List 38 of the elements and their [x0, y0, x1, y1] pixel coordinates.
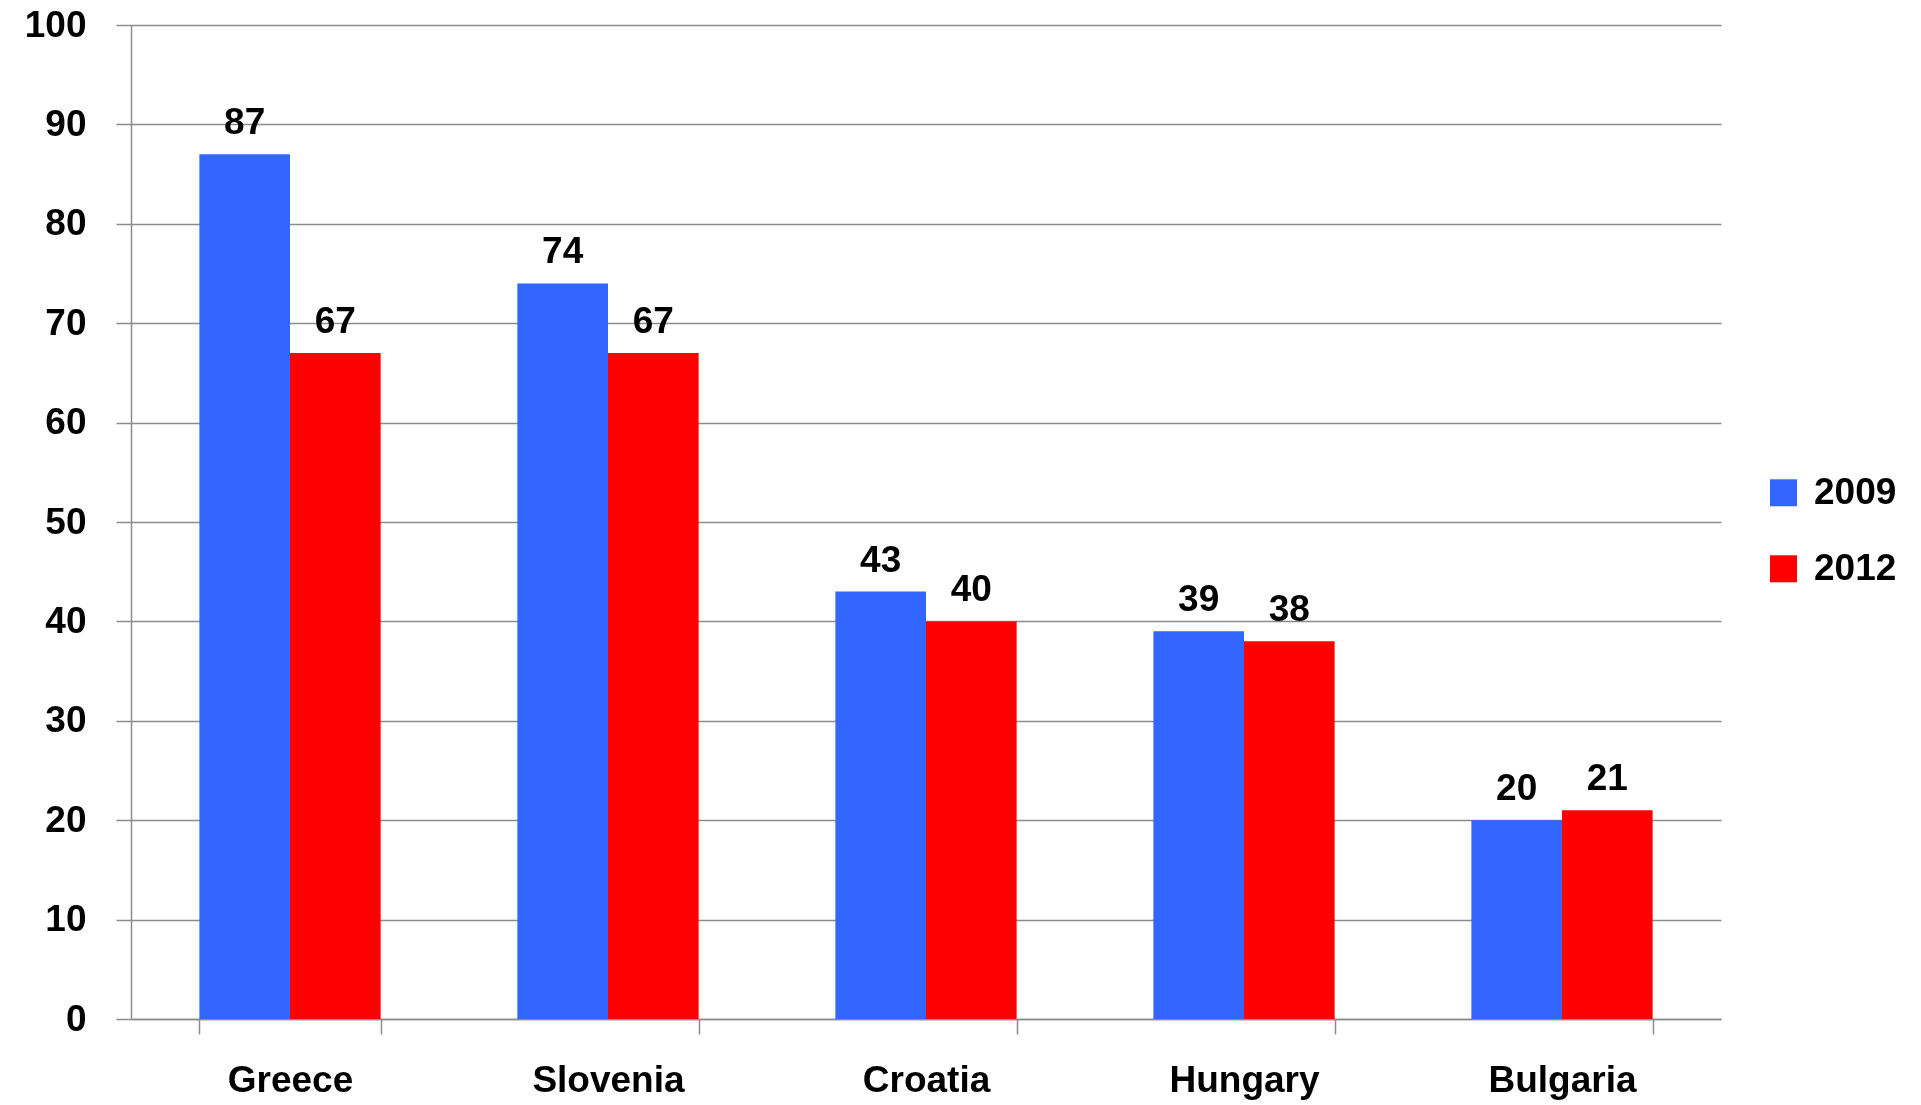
bar: [835, 591, 926, 1019]
bar: [608, 353, 699, 1019]
y-tick-label: 100: [24, 3, 87, 45]
data-label: 67: [314, 300, 356, 342]
y-tick-label: 40: [45, 599, 87, 641]
data-label: 74: [542, 230, 584, 272]
data-label: 67: [632, 300, 674, 342]
x-tick-label: Greece: [227, 1058, 354, 1100]
bar: [517, 283, 608, 1019]
y-tick-label: 90: [45, 102, 87, 144]
bar: [1244, 641, 1335, 1019]
bar: [290, 353, 381, 1019]
bar: [1471, 820, 1562, 1019]
y-tick-label: 50: [45, 500, 87, 542]
data-label: 38: [1268, 588, 1310, 630]
bar: [199, 154, 290, 1019]
y-tick-label: 30: [45, 699, 87, 741]
x-tick-label: Croatia: [862, 1058, 991, 1100]
data-label: 39: [1178, 578, 1220, 620]
bar: [1562, 810, 1653, 1019]
bar: [926, 621, 1017, 1019]
y-tick-label: 10: [45, 898, 87, 940]
legend-label: 2012: [1814, 546, 1897, 588]
legend-label: 2009: [1814, 470, 1897, 512]
y-tick-label: 60: [45, 401, 87, 443]
y-tick-label: 70: [45, 301, 87, 343]
y-tick-label: 20: [45, 798, 87, 840]
x-tick-label: Slovenia: [532, 1058, 685, 1100]
data-label: 87: [224, 101, 266, 143]
y-tick-label: 0: [65, 997, 87, 1039]
x-tick-label: Bulgaria: [1488, 1058, 1637, 1100]
y-tick-label: 80: [45, 202, 87, 244]
bar: [1153, 631, 1244, 1019]
data-label: 20: [1496, 767, 1538, 809]
data-label: 40: [950, 568, 992, 610]
data-label: 43: [860, 538, 902, 580]
x-tick-label: Hungary: [1169, 1058, 1320, 1100]
data-label: 21: [1586, 757, 1628, 799]
